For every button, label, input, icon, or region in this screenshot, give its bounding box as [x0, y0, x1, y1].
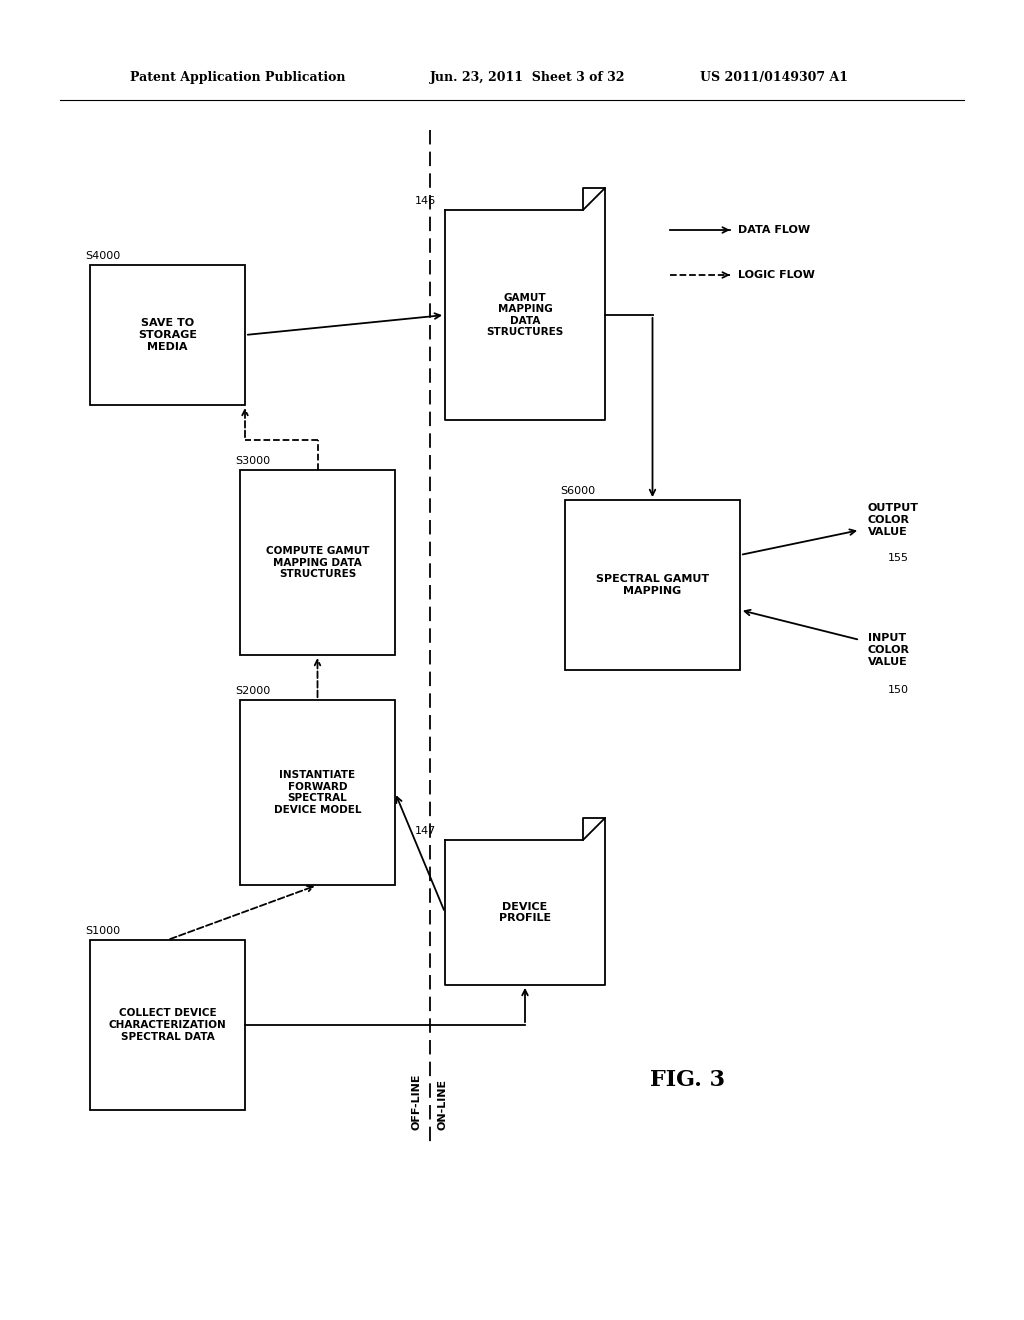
- Text: INPUT
COLOR
VALUE: INPUT COLOR VALUE: [868, 634, 910, 667]
- Text: FIG. 3: FIG. 3: [650, 1069, 725, 1092]
- Text: 146: 146: [415, 195, 436, 206]
- Bar: [90, 265, 245, 405]
- Polygon shape: [445, 818, 605, 985]
- Text: S2000: S2000: [234, 686, 270, 696]
- Bar: [565, 500, 740, 671]
- Text: OFF-LINE: OFF-LINE: [412, 1073, 422, 1130]
- Text: INSTANTIATE
FORWARD
SPECTRAL
DEVICE MODEL: INSTANTIATE FORWARD SPECTRAL DEVICE MODE…: [273, 770, 361, 814]
- Text: S1000: S1000: [85, 927, 120, 936]
- Text: ON-LINE: ON-LINE: [438, 1078, 449, 1130]
- Text: 150: 150: [888, 685, 909, 696]
- Bar: [90, 940, 245, 1110]
- Text: US 2011/0149307 A1: US 2011/0149307 A1: [700, 71, 848, 84]
- Text: SPECTRAL GAMUT
MAPPING: SPECTRAL GAMUT MAPPING: [596, 574, 709, 595]
- Text: S4000: S4000: [85, 251, 120, 261]
- Text: COMPUTE GAMUT
MAPPING DATA
STRUCTURES: COMPUTE GAMUT MAPPING DATA STRUCTURES: [266, 546, 370, 579]
- Text: S3000: S3000: [234, 455, 270, 466]
- Text: DEVICE
PROFILE: DEVICE PROFILE: [499, 902, 551, 923]
- Text: GAMUT
MAPPING
DATA
STRUCTURES: GAMUT MAPPING DATA STRUCTURES: [486, 293, 563, 338]
- Bar: [240, 470, 395, 655]
- Text: 147: 147: [415, 826, 436, 836]
- Text: DATA FLOW: DATA FLOW: [738, 224, 810, 235]
- Text: 155: 155: [888, 553, 909, 564]
- Text: COLLECT DEVICE
CHARACTERIZATION
SPECTRAL DATA: COLLECT DEVICE CHARACTERIZATION SPECTRAL…: [109, 1008, 226, 1041]
- Text: S6000: S6000: [560, 486, 595, 496]
- Text: Jun. 23, 2011  Sheet 3 of 32: Jun. 23, 2011 Sheet 3 of 32: [430, 71, 626, 84]
- Bar: [240, 700, 395, 884]
- Text: SAVE TO
STORAGE
MEDIA: SAVE TO STORAGE MEDIA: [138, 318, 197, 351]
- Text: Patent Application Publication: Patent Application Publication: [130, 71, 345, 84]
- Text: OUTPUT
COLOR
VALUE: OUTPUT COLOR VALUE: [868, 503, 919, 537]
- Polygon shape: [445, 187, 605, 420]
- Text: LOGIC FLOW: LOGIC FLOW: [738, 271, 815, 280]
